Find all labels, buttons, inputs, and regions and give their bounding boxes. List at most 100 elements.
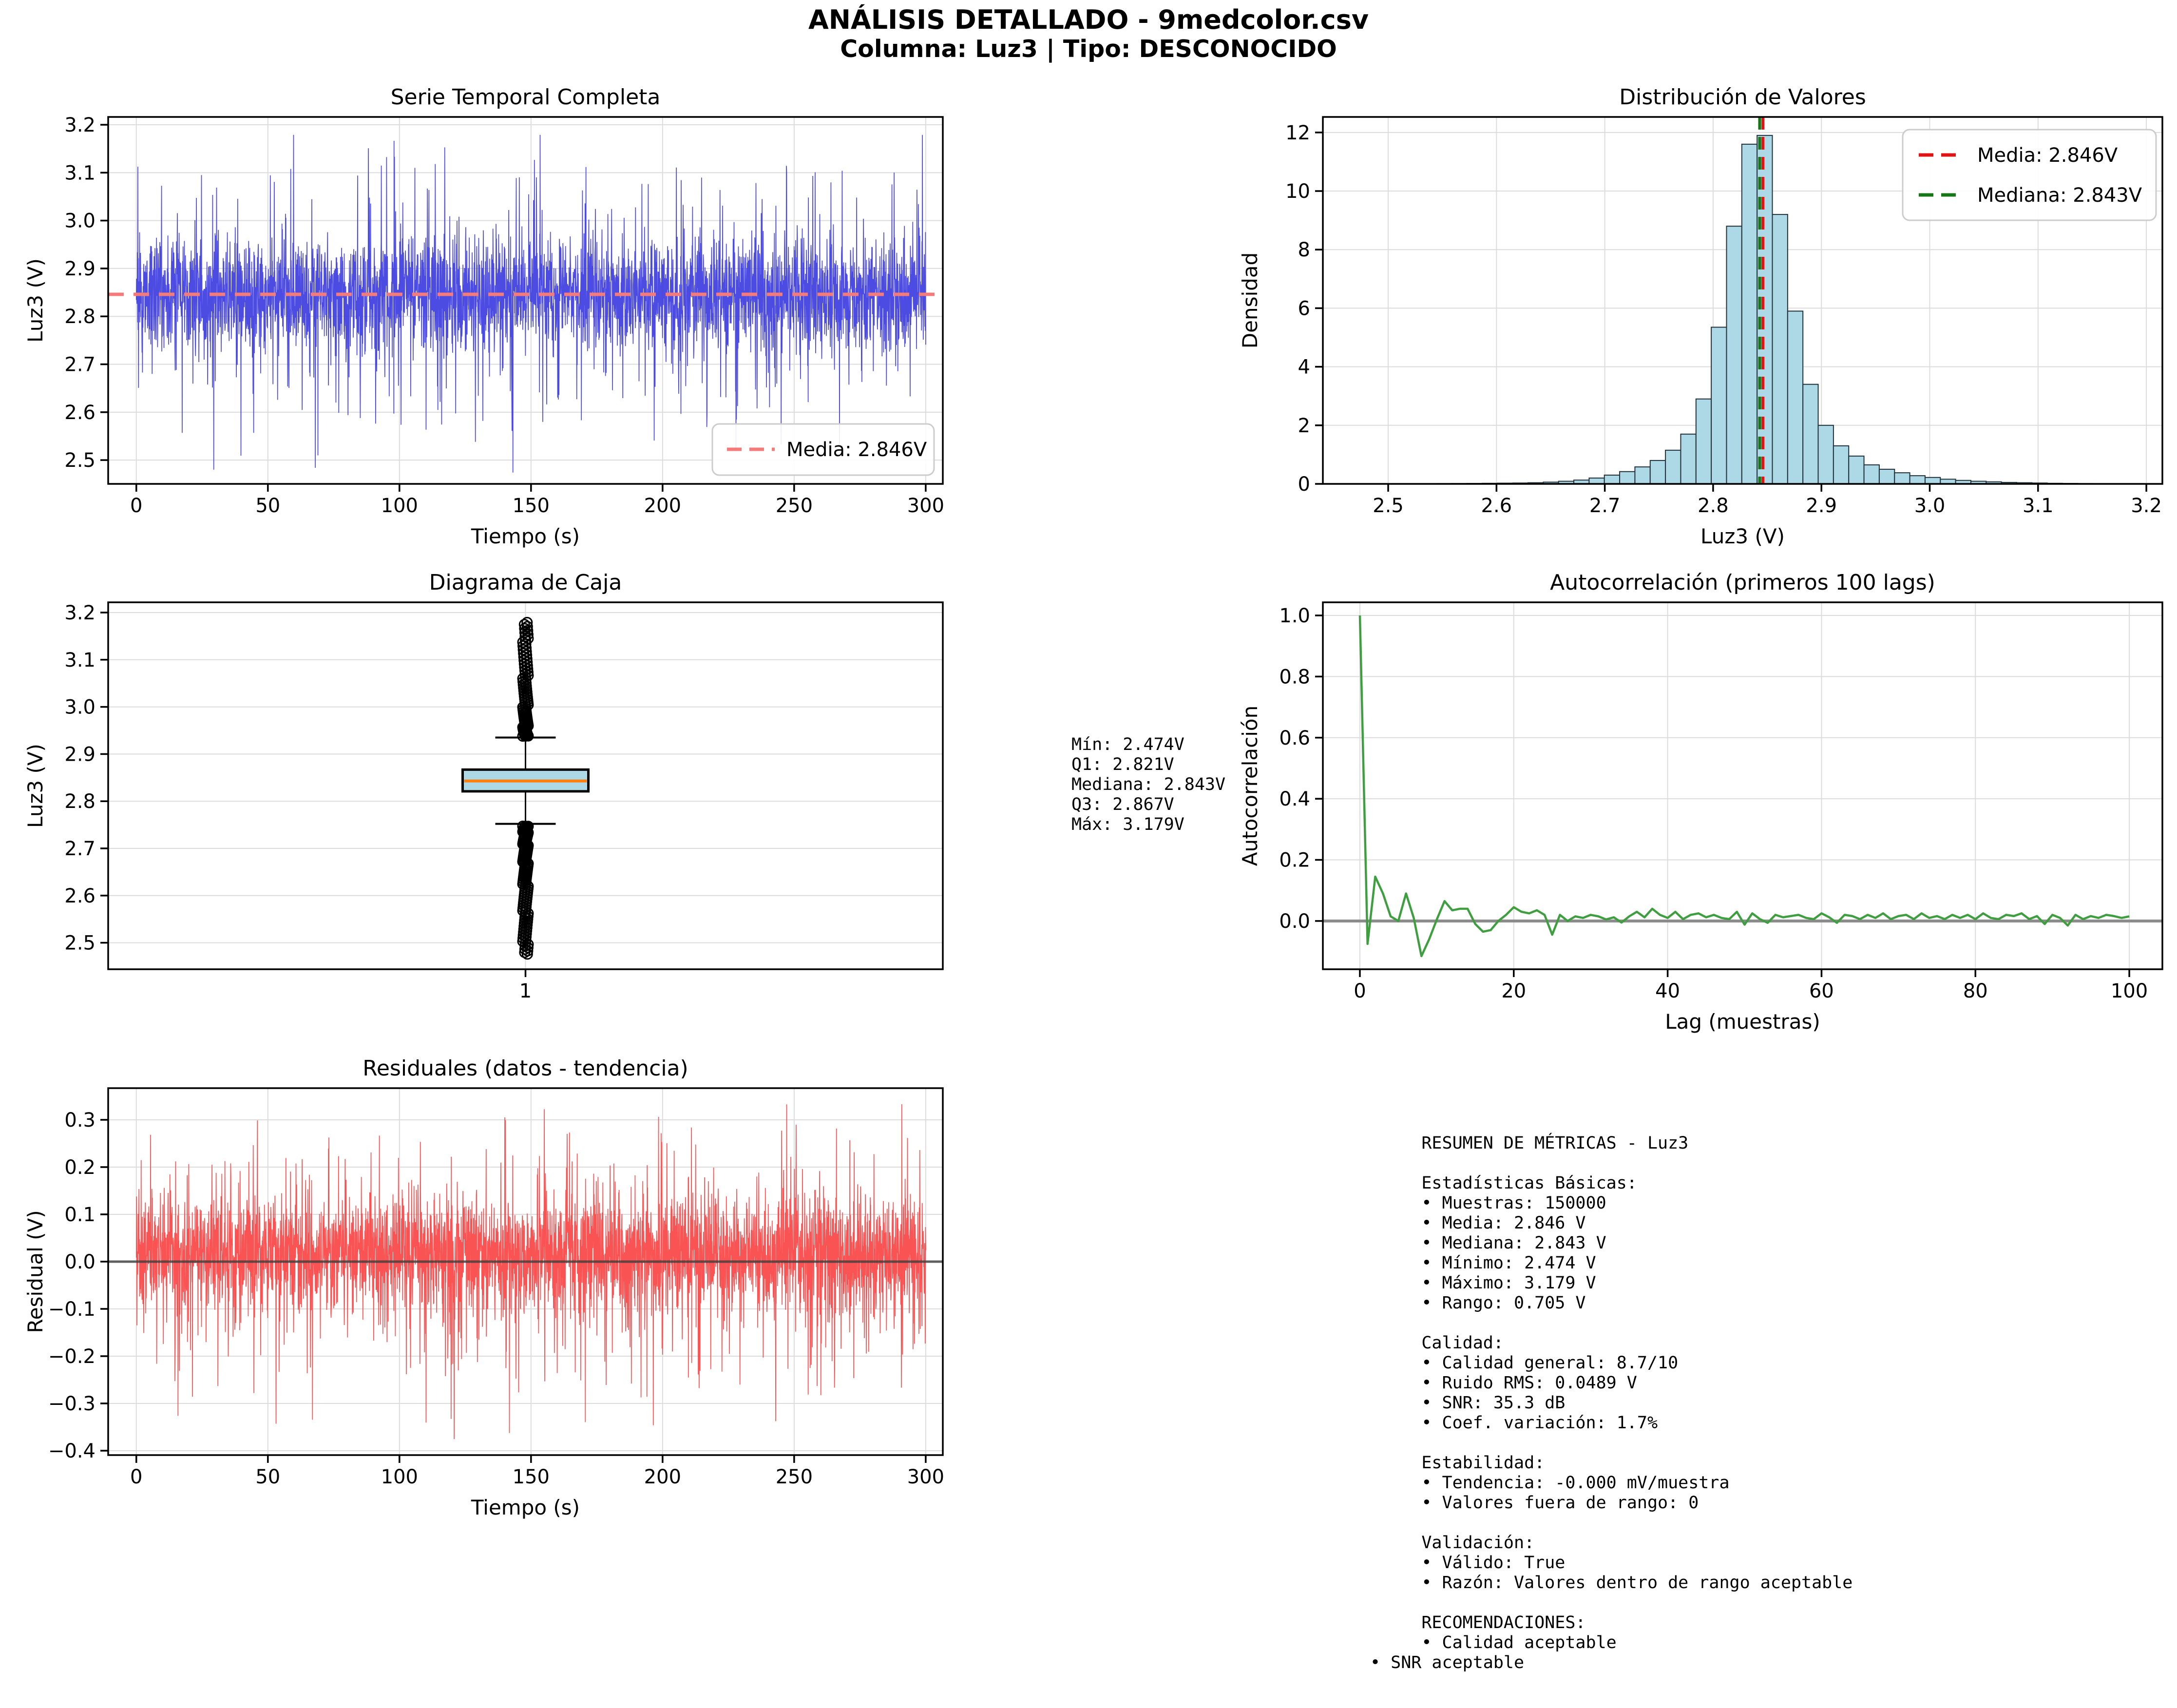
histogram-xlabel: Luz3 (V) (1700, 524, 1785, 548)
histogram-y-tick-label: 2 (1298, 415, 1310, 437)
histogram-bar (1634, 466, 1651, 485)
residuals-y-tick-label: −0.1 (48, 1298, 95, 1321)
acf-y-tick-label: 0.4 (1279, 788, 1310, 810)
timeseries-x-tick-label: 150 (513, 495, 550, 517)
residuals-y-tick-label: 0.3 (64, 1109, 95, 1132)
outlier-point (521, 616, 533, 628)
residuals-xlabel: Tiempo (s) (471, 1496, 580, 1519)
histogram-x-tick-label: 2.5 (1373, 495, 1404, 517)
boxplot-ylabel: Luz3 (V) (23, 744, 47, 828)
histogram-bar (1711, 326, 1727, 484)
acf-panel: 0 20 40 60 80 100 0.0 0.2 0.4 0.6 0.8 1.0 Autocorrel… (1238, 570, 2163, 1034)
boxplot-y-tick-label: 3.2 (64, 602, 95, 624)
acf-xlabel: Lag (muestras) (1665, 1010, 1820, 1034)
histogram-frame (1322, 116, 2163, 485)
histogram-bar (1726, 226, 1742, 484)
residuals-frame (107, 1087, 944, 1456)
legend-media-label: Media: 2.846V (1977, 144, 2118, 167)
timeseries-y-tick-label: 2.5 (64, 449, 95, 472)
histogram-x-tick-label: 2.8 (1698, 495, 1729, 517)
timeseries-x-tick-label: 0 (130, 495, 142, 517)
histogram-y-tick-label: 8 (1298, 239, 1310, 261)
legend-box (711, 423, 935, 476)
histogram-bar (1924, 477, 1941, 484)
boxplot-y-tick-label: 2.7 (64, 838, 95, 860)
boxplot-y-tick-label: 3.0 (64, 696, 95, 719)
residuals-x-tick-label: 100 (381, 1466, 418, 1488)
histogram-ylabel: Densidad (1238, 252, 1262, 348)
histogram-x-tick-label: 2.9 (1806, 495, 1837, 517)
timeseries-y-tick-label: 3.1 (64, 162, 95, 184)
outlier-point (522, 625, 534, 636)
histogram-bar (1863, 464, 1880, 484)
timeseries-y-tick-label: 2.9 (64, 258, 95, 280)
timeseries-x-tick-label: 300 (907, 495, 944, 517)
histogram-bar (1665, 449, 1681, 485)
histogram-bar (1772, 214, 1788, 485)
histogram-y-tick-label: 0 (1298, 473, 1310, 496)
boxplot-title: Diagrama de Caja (429, 570, 622, 595)
timeseries-y-tick-label: 3.0 (64, 210, 95, 232)
residuals-title: Residuales (datos - tendencia) (363, 1056, 688, 1081)
timeseries-y-tick-label: 2.8 (64, 306, 95, 328)
acf-y-tick-label: 0.6 (1279, 727, 1310, 749)
acf-x-tick-label: 60 (1809, 980, 1834, 1002)
histogram-bar (1802, 384, 1819, 484)
residuals-y-tick-label: −0.2 (48, 1345, 95, 1368)
histogram-bar (1878, 468, 1895, 484)
histogram-bar (1848, 455, 1865, 484)
outliers-group (517, 616, 534, 960)
timeseries-x-tick-label: 200 (644, 495, 681, 517)
histogram-bar (1817, 424, 1834, 485)
timeseries-x-tick-label: 100 (381, 495, 418, 517)
histogram-y-tick-label: 6 (1298, 297, 1310, 320)
histogram-y-tick-label: 10 (1285, 180, 1310, 203)
histogram-y-tick-label: 12 (1285, 122, 1310, 144)
residuals-x-tick-label: 150 (513, 1466, 550, 1488)
residuals-ylabel: Residual (V) (23, 1210, 47, 1333)
residuals-y-tick-label: 0.1 (64, 1204, 95, 1226)
histogram-x-tick-label: 3.2 (2131, 495, 2162, 517)
residuals-x-tick-label: 250 (776, 1466, 813, 1488)
histogram-bar (1588, 477, 1605, 484)
timeseries-frame (107, 116, 944, 485)
timeseries-y-tick-label: 3.2 (64, 114, 95, 136)
outlier-point (519, 627, 531, 638)
acf-y-tick-label: 0.8 (1279, 666, 1310, 688)
boxplot-panel: 1 2.5 2.6 2.7 2.8 2.9 3.0 3.1 3.2 Diagrama de Caj… (23, 570, 944, 1002)
residuals-x-tick-label: 200 (644, 1466, 681, 1488)
residuals-y-tick-label: −0.4 (48, 1440, 95, 1462)
acf-y-tick-label: 0.2 (1279, 849, 1310, 872)
residuals-y-tick-label: 0.0 (64, 1251, 95, 1273)
figure-subtitle: Columna: Luz3 | Tipo: DESCONOCIDO (840, 35, 1337, 63)
timeseries-x-tick-label: 50 (255, 495, 280, 517)
acf-line (1358, 615, 2130, 958)
outlier-point (518, 619, 530, 631)
outlier-point (519, 623, 531, 634)
residuals-panel: 0 50 100 150 200 250 300 −0.4 −0.3 −0.2 −0.1 0.0 0.1… (23, 1056, 944, 1519)
histogram-bar (1649, 460, 1666, 485)
acf-ylabel: Autocorrelación (1238, 706, 1262, 866)
outlier-point (521, 621, 533, 633)
acf-title: Autocorrelación (primeros 100 lags) (1550, 570, 1935, 595)
acf-x-tick-label: 80 (1963, 980, 1988, 1002)
histogram-bar (1680, 433, 1697, 485)
legend-box (1902, 129, 2157, 221)
timeseries-y-tick-label: 2.7 (64, 354, 95, 376)
histogram-bar (1619, 471, 1636, 484)
outlier-point (522, 629, 534, 640)
acf-y-tick-label: 0.0 (1279, 910, 1310, 933)
histogram-bar (1787, 310, 1804, 484)
histogram-panel: 2.5 2.6 2.7 2.8 2.9 3.0 3.1 3.2 0 2 4 6 8 10 12 Distrib… (1238, 85, 2163, 548)
figure-header: ANÁLISIS DETALLADO - 9medcolor.csv Colum… (0, 5, 2177, 63)
outlier-point (521, 948, 533, 960)
histogram-y-tick-label: 4 (1298, 356, 1310, 379)
boxplot-y-tick-label: 3.1 (64, 649, 95, 672)
histogram-bar (1894, 472, 1910, 485)
boxplot-x-tick-label: 1 (519, 980, 532, 1002)
histogram-title: Distribución de Valores (1619, 85, 1866, 110)
histogram-bar (1604, 474, 1621, 484)
acf-frame (1322, 601, 2163, 970)
